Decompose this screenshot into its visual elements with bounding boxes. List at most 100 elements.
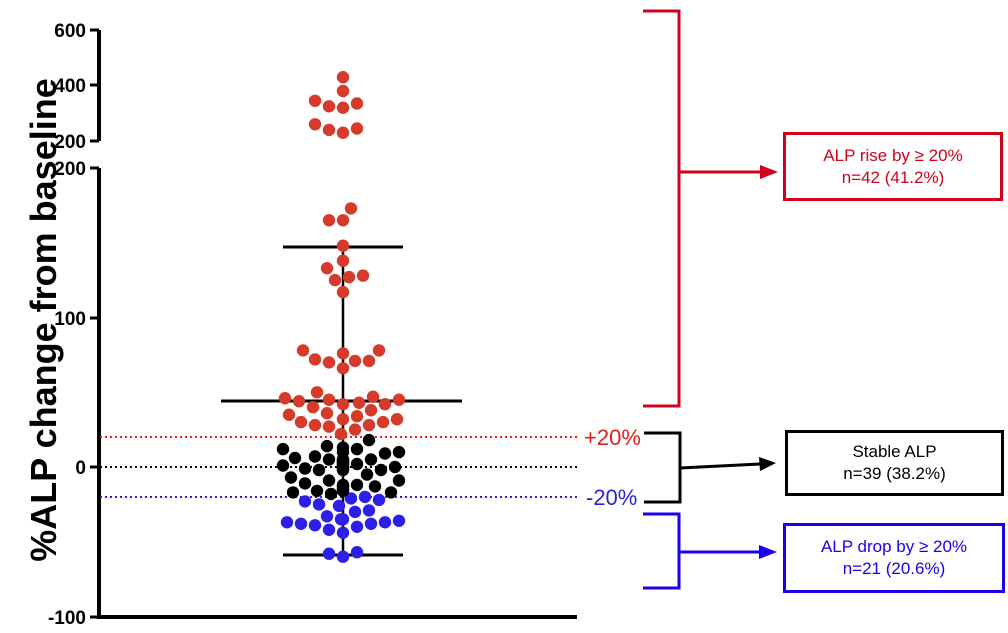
data-point-rise-82 <box>364 404 378 417</box>
tick-label-200-upper: 200 <box>54 132 86 153</box>
data-point-stable-23 <box>324 487 338 501</box>
data-point-rise-118 <box>308 94 322 108</box>
data-point-rise-96 <box>362 354 376 368</box>
data-point-rise-93 <box>336 362 350 375</box>
rise-annotation-count: n=42 (41.2%) <box>841 167 945 187</box>
data-point-stable-51 <box>350 457 364 471</box>
tick-label-600: 600 <box>54 21 86 42</box>
data-point-drop-0 <box>336 550 350 563</box>
data-point-rise-110 <box>344 202 358 215</box>
data-point-rise-101 <box>336 285 350 299</box>
data-point-stable-49 <box>276 459 290 472</box>
stable-annotation-count: n=39 (38.2%) <box>843 464 946 483</box>
data-point-rise-78 <box>390 413 404 426</box>
data-point-stable-43 <box>298 462 312 475</box>
data-point-stable-30 <box>368 480 382 493</box>
rise-bracket <box>643 9 681 408</box>
data-point-rise-108 <box>336 214 350 227</box>
data-point-stable-41 <box>312 463 326 477</box>
data-point-stable-61 <box>308 450 322 463</box>
data-points <box>276 71 406 563</box>
data-point-rise-83 <box>306 401 320 414</box>
data-point-rise-114 <box>308 118 322 131</box>
drop-annotation-count: n=21 (20.6%) <box>842 559 946 578</box>
data-point-rise-112 <box>322 123 336 137</box>
data-point-rise-74 <box>308 418 322 432</box>
data-point-stable-42 <box>374 463 388 477</box>
data-point-rise-99 <box>372 344 386 357</box>
data-point-rise-79 <box>350 410 364 423</box>
data-point-drop-20 <box>372 493 386 507</box>
data-point-drop-7 <box>364 517 378 530</box>
y-axis-label: %ALP change from baseline <box>23 78 64 561</box>
stable-bracket <box>644 431 682 504</box>
drop-arrowhead <box>759 545 777 559</box>
data-point-drop-17 <box>332 499 346 513</box>
data-point-drop-6 <box>308 519 322 532</box>
data-point-rise-91 <box>366 390 380 403</box>
data-point-stable-60 <box>288 451 302 465</box>
data-point-stable-37 <box>392 474 406 487</box>
tick-label-400: 400 <box>54 76 86 97</box>
data-point-rise-113 <box>350 122 364 135</box>
data-point-rise-88 <box>322 393 336 406</box>
rise-arrowhead <box>760 165 778 179</box>
data-point-rise-76 <box>294 415 308 429</box>
data-point-rise-71 <box>348 423 362 436</box>
data-point-stable-69 <box>362 433 376 447</box>
data-point-stable-35 <box>298 477 312 490</box>
data-point-stable-25 <box>286 486 300 499</box>
data-point-stable-67 <box>336 441 350 454</box>
data-point-stable-36 <box>322 474 336 487</box>
data-point-rise-109 <box>322 214 336 227</box>
data-point-stable-65 <box>350 442 364 456</box>
rise-annotation-title: ALP rise by ≥ 20% <box>823 145 963 165</box>
data-point-stable-62 <box>378 447 392 460</box>
data-point-rise-120 <box>336 71 350 84</box>
data-point-stable-58 <box>364 453 378 466</box>
stable-annotation-box: Stable ALP n=39 (38.2%) <box>785 430 1004 496</box>
axes <box>90 28 577 619</box>
data-point-drop-16 <box>362 504 376 517</box>
data-point-rise-102 <box>328 273 342 287</box>
data-point-drop-1 <box>322 547 336 560</box>
data-point-rise-70 <box>334 427 348 441</box>
data-point-drop-11 <box>392 514 406 527</box>
data-point-drop-14 <box>320 510 334 523</box>
drop-bracket <box>643 512 681 590</box>
stable-arrow-line <box>679 462 761 470</box>
data-point-rise-119 <box>336 84 350 98</box>
data-point-stable-33 <box>350 478 364 492</box>
data-point-rise-81 <box>320 407 334 420</box>
data-point-rise-98 <box>336 347 350 360</box>
data-point-rise-75 <box>376 415 390 429</box>
data-point-drop-4 <box>322 523 336 536</box>
data-point-stable-39 <box>360 468 374 481</box>
data-point-rise-97 <box>308 353 322 366</box>
data-point-drop-3 <box>336 526 350 539</box>
ref-label-plus20: +20% <box>584 425 641 450</box>
data-point-rise-107 <box>336 239 350 252</box>
tick-label-200-lower: 200 <box>54 159 86 180</box>
data-point-rise-100 <box>296 344 310 357</box>
rise-annotation-box: ALP rise by ≥ 20% n=42 (41.2%) <box>783 132 1003 201</box>
data-point-drop-18 <box>312 498 326 511</box>
data-point-stable-63 <box>392 445 406 459</box>
data-point-drop-8 <box>294 517 308 530</box>
data-point-stable-45 <box>388 460 402 474</box>
data-point-drop-5 <box>350 520 364 533</box>
data-point-rise-95 <box>348 354 362 368</box>
data-point-stable-68 <box>320 439 334 453</box>
data-point-rise-117 <box>350 97 364 110</box>
data-point-rise-104 <box>356 269 370 282</box>
data-point-drop-19 <box>298 495 312 508</box>
data-point-rise-72 <box>322 420 336 433</box>
data-point-stable-66 <box>276 442 290 456</box>
stable-arrowhead <box>759 457 776 471</box>
data-point-stable-26 <box>310 484 324 498</box>
data-point-rise-85 <box>378 398 392 411</box>
data-point-drop-2 <box>350 546 364 559</box>
data-point-stable-57 <box>322 453 336 466</box>
tick-label-100: 100 <box>54 309 86 330</box>
